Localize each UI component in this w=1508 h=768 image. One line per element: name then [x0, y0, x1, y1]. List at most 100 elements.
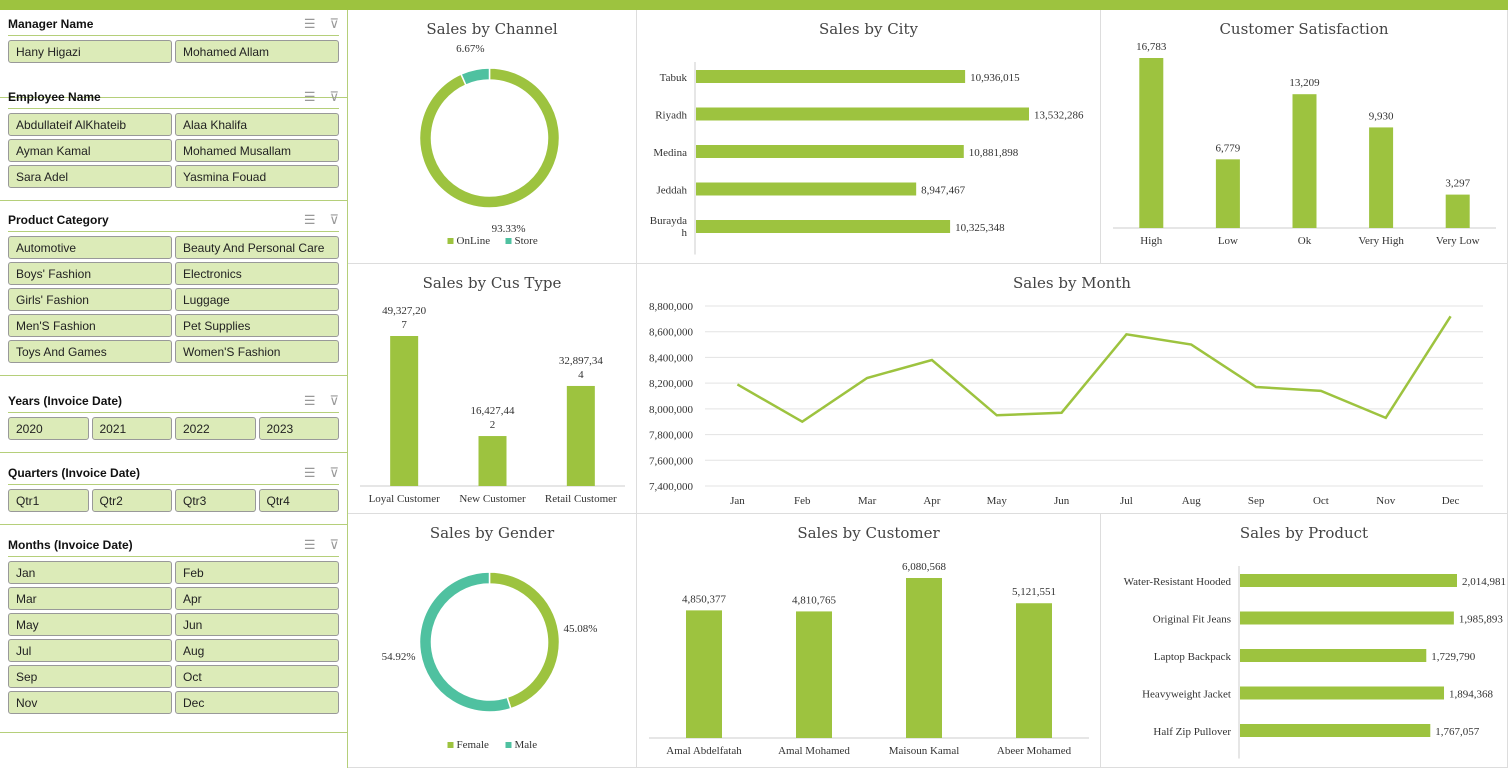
- slicer-item[interactable]: Aug: [175, 639, 339, 662]
- slicer-item[interactable]: 2022: [175, 417, 256, 440]
- x-tick-label: Nov: [1376, 495, 1395, 507]
- bar: [1240, 611, 1454, 625]
- data-label: 6.67%: [456, 43, 484, 55]
- data-label: 13,532,286: [1034, 110, 1084, 122]
- slicer-item[interactable]: Yasmina Fouad: [175, 165, 339, 188]
- slicer-item[interactable]: Toys And Games: [8, 340, 172, 363]
- data-label: 49,327,20: [382, 305, 427, 317]
- chart-gender: Sales by Gender 45.08% 54.92% Female Male: [348, 514, 637, 768]
- slicer-item[interactable]: Abdullateif AlKhateib: [8, 113, 172, 136]
- slicer-item[interactable]: Mohamed Musallam: [175, 139, 339, 162]
- legend-swatch: [447, 742, 454, 748]
- clear-filter-icon[interactable]: ⊽: [329, 536, 339, 552]
- slicer-item[interactable]: Oct: [175, 665, 339, 688]
- y-tick-label: 7,400,000: [649, 481, 694, 493]
- y-tick-label: 8,400,000: [649, 352, 694, 364]
- slicer-item[interactable]: Sep: [8, 665, 172, 688]
- chart-title: Sales by Channel: [426, 20, 558, 38]
- data-label: 4,810,765: [792, 594, 837, 606]
- donut-slice: [488, 571, 561, 710]
- series-line: [736, 315, 1452, 424]
- slicer-item[interactable]: Alaa Khalifa: [175, 113, 339, 136]
- donut-slice: [418, 67, 561, 209]
- y-tick-label: 8,600,000: [649, 327, 694, 339]
- slicer-item[interactable]: Hany Higazi: [8, 40, 172, 63]
- clear-filter-icon[interactable]: ⊽: [329, 211, 339, 227]
- data-label: 1,985,893: [1459, 614, 1504, 626]
- chart-title: Customer Satisfaction: [1219, 20, 1389, 38]
- slicer-item[interactable]: Ayman Kamal: [8, 139, 172, 162]
- slicer-item[interactable]: Luggage: [175, 288, 339, 311]
- data-label: 1,729,790: [1431, 651, 1476, 663]
- slicer-item[interactable]: May: [8, 613, 172, 636]
- slicer-item[interactable]: Automotive: [8, 236, 172, 259]
- category-label: Heavyweight Jacket: [1142, 689, 1231, 701]
- x-tick-label: Jun: [1054, 495, 1070, 507]
- slicer-manager-name: Manager Name ☰ ⊽ Hany Higazi Mohamed Allam: [0, 12, 347, 98]
- chart-title: Sales by Product: [1239, 524, 1369, 542]
- chart-channel: Sales by Channel 93.33% 6.67% OnLine Store: [348, 10, 637, 264]
- slicer-item[interactable]: Jun: [175, 613, 339, 636]
- y-tick-label: 7,800,000: [649, 430, 694, 442]
- data-label: 45.08%: [563, 623, 597, 635]
- slicer-quarters-invoice-date: Quarters (Invoice Date) ☰ ⊽ Qtr1 Qtr2 Qtr3 Qtr…: [0, 461, 347, 525]
- slicer-item[interactable]: Women'S Fashion: [175, 340, 339, 363]
- clear-filter-icon[interactable]: ⊽: [329, 88, 339, 104]
- slicer-item[interactable]: Men'S Fashion: [8, 314, 172, 337]
- multi-select-icon[interactable]: ☰: [303, 536, 316, 552]
- data-label: 10,325,348: [955, 222, 1005, 234]
- slicer-item[interactable]: Qtr2: [91, 489, 172, 512]
- slicer-item[interactable]: Electronics: [175, 262, 339, 285]
- bar: [1240, 724, 1431, 737]
- clear-filter-icon[interactable]: ⊽: [329, 15, 339, 31]
- x-tick-label: Jul: [1120, 495, 1133, 507]
- slicer-item[interactable]: Sara Adel: [8, 165, 172, 188]
- bar: [390, 336, 419, 486]
- category-label: Medina: [653, 147, 687, 159]
- slicer-item[interactable]: Pet Supplies: [175, 314, 339, 337]
- clear-filter-icon[interactable]: ⊽: [329, 464, 339, 480]
- multi-select-icon[interactable]: ☰: [303, 15, 316, 31]
- slicer-header: Employee Name ☰ ⊽: [8, 85, 339, 109]
- slicer-item[interactable]: 2020: [8, 417, 89, 440]
- slicer-item[interactable]: Jul: [8, 639, 172, 662]
- data-label: 4,850,377: [682, 593, 727, 605]
- slicer-item[interactable]: Dec: [175, 691, 339, 714]
- slicer-item[interactable]: Mar: [8, 587, 172, 610]
- slicer-item[interactable]: Jan: [8, 561, 172, 584]
- slicer-item[interactable]: 2021: [91, 417, 172, 440]
- multi-select-icon[interactable]: ☰: [303, 88, 316, 104]
- bar: [696, 70, 966, 83]
- chart-product: Sales by Product 2,014,981 Water-Resistant…: [1101, 514, 1508, 768]
- slicer-item[interactable]: 2023: [258, 417, 339, 440]
- slicer-item[interactable]: Qtr3: [175, 489, 256, 512]
- clear-filter-icon[interactable]: ⊽: [329, 392, 339, 408]
- x-tick-label: May: [987, 495, 1008, 507]
- multi-select-icon[interactable]: ☰: [303, 392, 316, 408]
- chart-month: Sales by Month 7,400,000 7,600,000 7,800,00…: [637, 264, 1508, 514]
- slicer-item[interactable]: Feb: [175, 561, 339, 584]
- slicer-item[interactable]: Nov: [8, 691, 172, 714]
- slicer-header: Quarters (Invoice Date) ☰ ⊽: [8, 461, 339, 485]
- chart-satisfaction: Customer Satisfaction 16,783 High 6,779 Low 1…: [1101, 10, 1508, 264]
- multi-select-icon[interactable]: ☰: [303, 211, 316, 227]
- data-label: 1,894,368: [1449, 689, 1494, 701]
- slicer-item[interactable]: Girls' Fashion: [8, 288, 172, 311]
- slicer-item[interactable]: Mohamed Allam: [175, 40, 339, 63]
- legend-label: Male: [515, 739, 538, 751]
- bar: [696, 182, 917, 196]
- bar: [1369, 127, 1394, 228]
- chart-city: Sales by City 10,936,015 Tabuk 13,532,286 Ri…: [637, 10, 1101, 264]
- slicer-item[interactable]: Beauty And Personal Care: [175, 236, 339, 259]
- slicer-item[interactable]: Boys' Fashion: [8, 262, 172, 285]
- data-label: 10,936,015: [970, 72, 1020, 84]
- slicer-item[interactable]: Qtr4: [258, 489, 339, 512]
- slicer-item[interactable]: Apr: [175, 587, 339, 610]
- slicer-title: Years (Invoice Date): [8, 393, 123, 408]
- bar: [1240, 574, 1457, 587]
- slicer-item[interactable]: Qtr1: [8, 489, 89, 512]
- data-label: 9,930: [1369, 110, 1394, 122]
- bar: [696, 107, 1029, 121]
- category-label: Water-Resistant Hooded: [1124, 576, 1232, 588]
- multi-select-icon[interactable]: ☰: [303, 464, 316, 480]
